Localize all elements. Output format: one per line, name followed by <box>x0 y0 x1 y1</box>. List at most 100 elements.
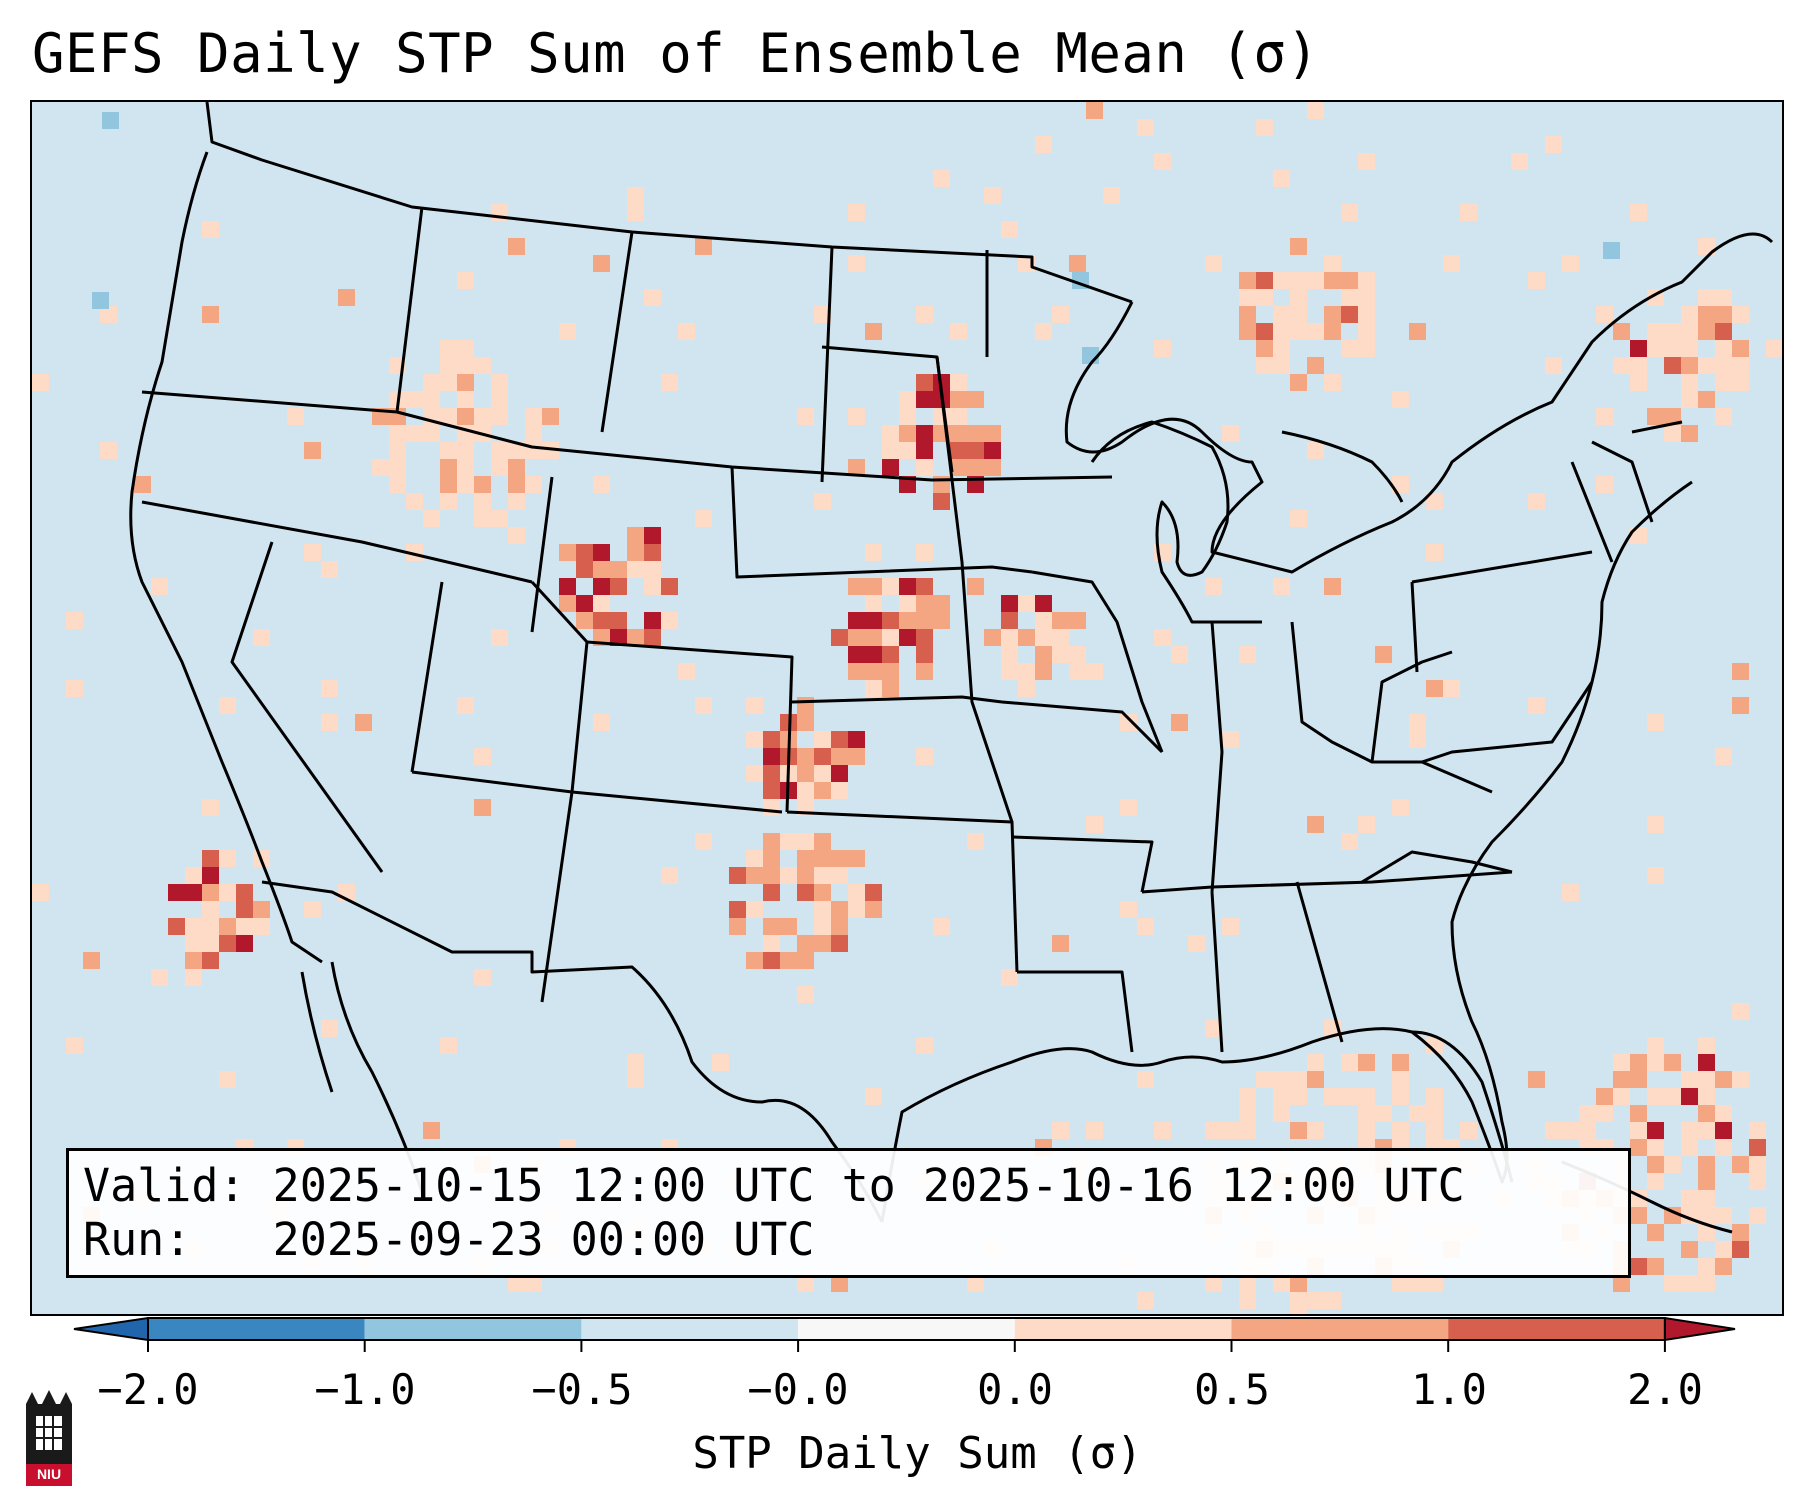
stp-cell <box>763 799 780 816</box>
stp-cell <box>1273 578 1290 595</box>
stp-cell <box>1358 1105 1375 1122</box>
stp-cell <box>797 714 814 731</box>
stp-cell <box>1647 1224 1664 1241</box>
stp-cell <box>967 391 984 408</box>
stp-cell <box>1732 663 1749 680</box>
stp-cell <box>474 357 491 374</box>
stp-cell <box>542 408 559 425</box>
stp-cell <box>1698 323 1715 340</box>
stp-cell <box>202 867 219 884</box>
stp-cell <box>1273 357 1290 374</box>
stp-cell <box>1239 1122 1256 1139</box>
stp-cell <box>1069 255 1086 272</box>
stp-cell <box>1222 425 1239 442</box>
stp-cell <box>865 323 882 340</box>
stp-cell <box>916 748 933 765</box>
stp-cell <box>1426 1275 1443 1292</box>
stp-cell <box>763 952 780 969</box>
stp-cell <box>1018 680 1035 697</box>
stp-cell <box>1392 1071 1409 1088</box>
stp-cell <box>627 187 644 204</box>
stp-cell <box>763 935 780 952</box>
stp-cell <box>882 425 899 442</box>
stp-cell <box>1749 1156 1766 1173</box>
stp-cell <box>814 765 831 782</box>
stp-cell <box>1205 255 1222 272</box>
stp-cell <box>508 238 525 255</box>
stp-cell <box>797 952 814 969</box>
stp-cell <box>236 918 253 935</box>
stp-cell <box>287 408 304 425</box>
stp-cell <box>593 561 610 578</box>
stp-cell <box>83 952 100 969</box>
stp-cell <box>576 544 593 561</box>
stp-cell <box>1358 272 1375 289</box>
stp-cell <box>644 578 661 595</box>
colorbar-outline <box>147 1317 1666 1341</box>
stp-cell <box>1375 646 1392 663</box>
stp-cell <box>1324 578 1341 595</box>
stp-cell <box>1324 323 1341 340</box>
stp-cell <box>1460 1122 1477 1139</box>
valid-time-line: Valid: 2025-10-15 12:00 UTC to 2025-10-1… <box>83 1159 1465 1212</box>
stp-cell <box>440 442 457 459</box>
stp-cell <box>1732 1071 1749 1088</box>
stp-cell <box>882 442 899 459</box>
stp-cell <box>1409 731 1426 748</box>
stp-cell <box>950 408 967 425</box>
stp-cell <box>525 1275 542 1292</box>
stp-cell <box>899 391 916 408</box>
stp-cell <box>848 663 865 680</box>
stp-cell <box>746 952 763 969</box>
stp-cell <box>916 1037 933 1054</box>
stp-cell <box>1562 884 1579 901</box>
stp-cell <box>1392 1054 1409 1071</box>
stp-cell <box>1698 1258 1715 1275</box>
stp-cell <box>814 901 831 918</box>
stp-cell <box>780 952 797 969</box>
stp-cell <box>1086 663 1103 680</box>
stp-cell <box>967 833 984 850</box>
stp-cell <box>66 1037 83 1054</box>
stp-cell <box>1664 340 1681 357</box>
stp-cell <box>1120 714 1137 731</box>
stp-cell <box>1681 1190 1698 1207</box>
stp-cell <box>848 459 865 476</box>
stp-cell <box>899 612 916 629</box>
stp-cell <box>474 799 491 816</box>
stp-cell <box>1290 289 1307 306</box>
stp-cell <box>1698 1054 1715 1071</box>
stp-cell <box>236 935 253 952</box>
stp-cell <box>423 510 440 527</box>
stp-cell <box>1630 374 1647 391</box>
stp-cell <box>848 901 865 918</box>
stp-cell <box>627 204 644 221</box>
stp-cell <box>321 1020 338 1037</box>
stp-cell <box>1392 1088 1409 1105</box>
stp-cell <box>1749 1139 1766 1156</box>
stp-cell <box>1630 1054 1647 1071</box>
stp-cell <box>967 425 984 442</box>
stp-cell <box>1613 1054 1630 1071</box>
stp-cell <box>1188 935 1205 952</box>
stp-cell <box>1715 306 1732 323</box>
stp-cell <box>627 1054 644 1071</box>
stp-cell <box>1715 289 1732 306</box>
stp-cell <box>1715 357 1732 374</box>
stp-cell <box>593 476 610 493</box>
stp-cell <box>168 918 185 935</box>
stp-cell <box>1171 646 1188 663</box>
stp-cell <box>695 238 712 255</box>
run-time-line: Run: 2025-09-23 00:00 UTC <box>83 1213 815 1266</box>
stp-cell <box>1273 1105 1290 1122</box>
stp-cell <box>491 408 508 425</box>
stp-cell <box>746 850 763 867</box>
stp-cell <box>559 544 576 561</box>
stp-cell <box>1664 1275 1681 1292</box>
stp-cell <box>933 918 950 935</box>
stp-cell <box>916 459 933 476</box>
stp-cell <box>32 374 49 391</box>
stp-cell <box>814 833 831 850</box>
stp-cell <box>1715 1258 1732 1275</box>
stp-cell <box>1239 272 1256 289</box>
